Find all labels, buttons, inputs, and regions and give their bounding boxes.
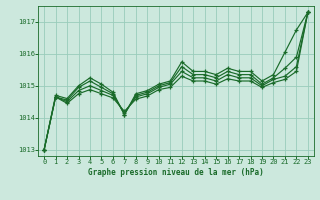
- X-axis label: Graphe pression niveau de la mer (hPa): Graphe pression niveau de la mer (hPa): [88, 168, 264, 177]
